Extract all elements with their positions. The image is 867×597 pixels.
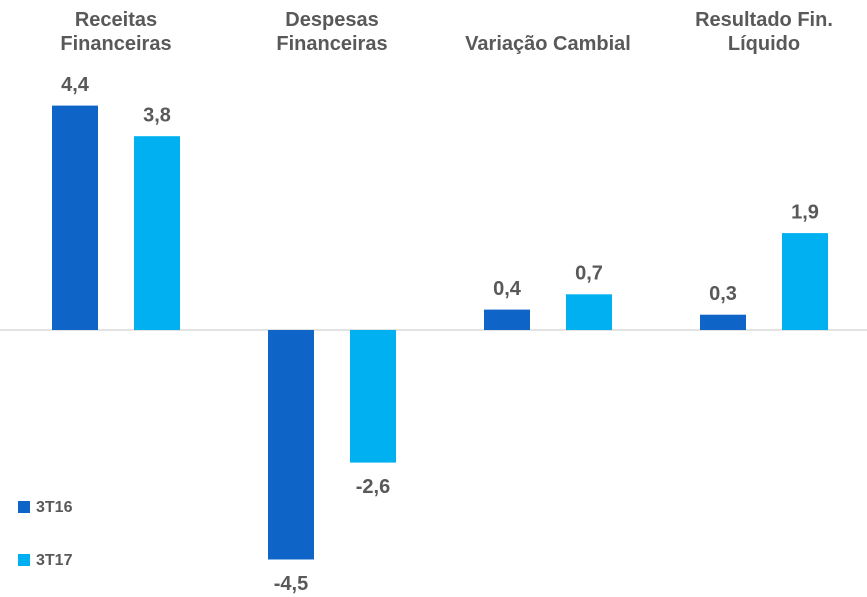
legend-label: 3T17	[36, 552, 73, 569]
value-label: 0,4	[493, 278, 522, 300]
bar	[700, 314, 746, 330]
value-label: 4,4	[61, 74, 90, 96]
category-label: Variação Cambial	[465, 33, 631, 55]
bar	[566, 294, 612, 330]
value-label: 0,3	[709, 283, 737, 305]
bar	[52, 105, 98, 330]
value-label: -2,6	[356, 476, 390, 498]
value-label: -4,5	[274, 573, 308, 595]
value-label: 3,8	[143, 104, 171, 126]
category-label: Resultado Fin. Líquido	[695, 9, 833, 55]
legend-swatch	[18, 501, 30, 513]
value-label: 1,9	[791, 201, 819, 223]
bar	[350, 330, 396, 463]
legend-swatch	[18, 554, 30, 566]
category-label: Receitas Financeiras	[60, 9, 172, 55]
bar	[782, 233, 828, 330]
value-label: 0,7	[575, 263, 603, 285]
bar	[134, 136, 180, 330]
category-label: Despesas Financeiras	[276, 9, 388, 55]
legend-label: 3T16	[36, 499, 73, 516]
bar	[268, 330, 314, 560]
bar	[484, 309, 530, 330]
